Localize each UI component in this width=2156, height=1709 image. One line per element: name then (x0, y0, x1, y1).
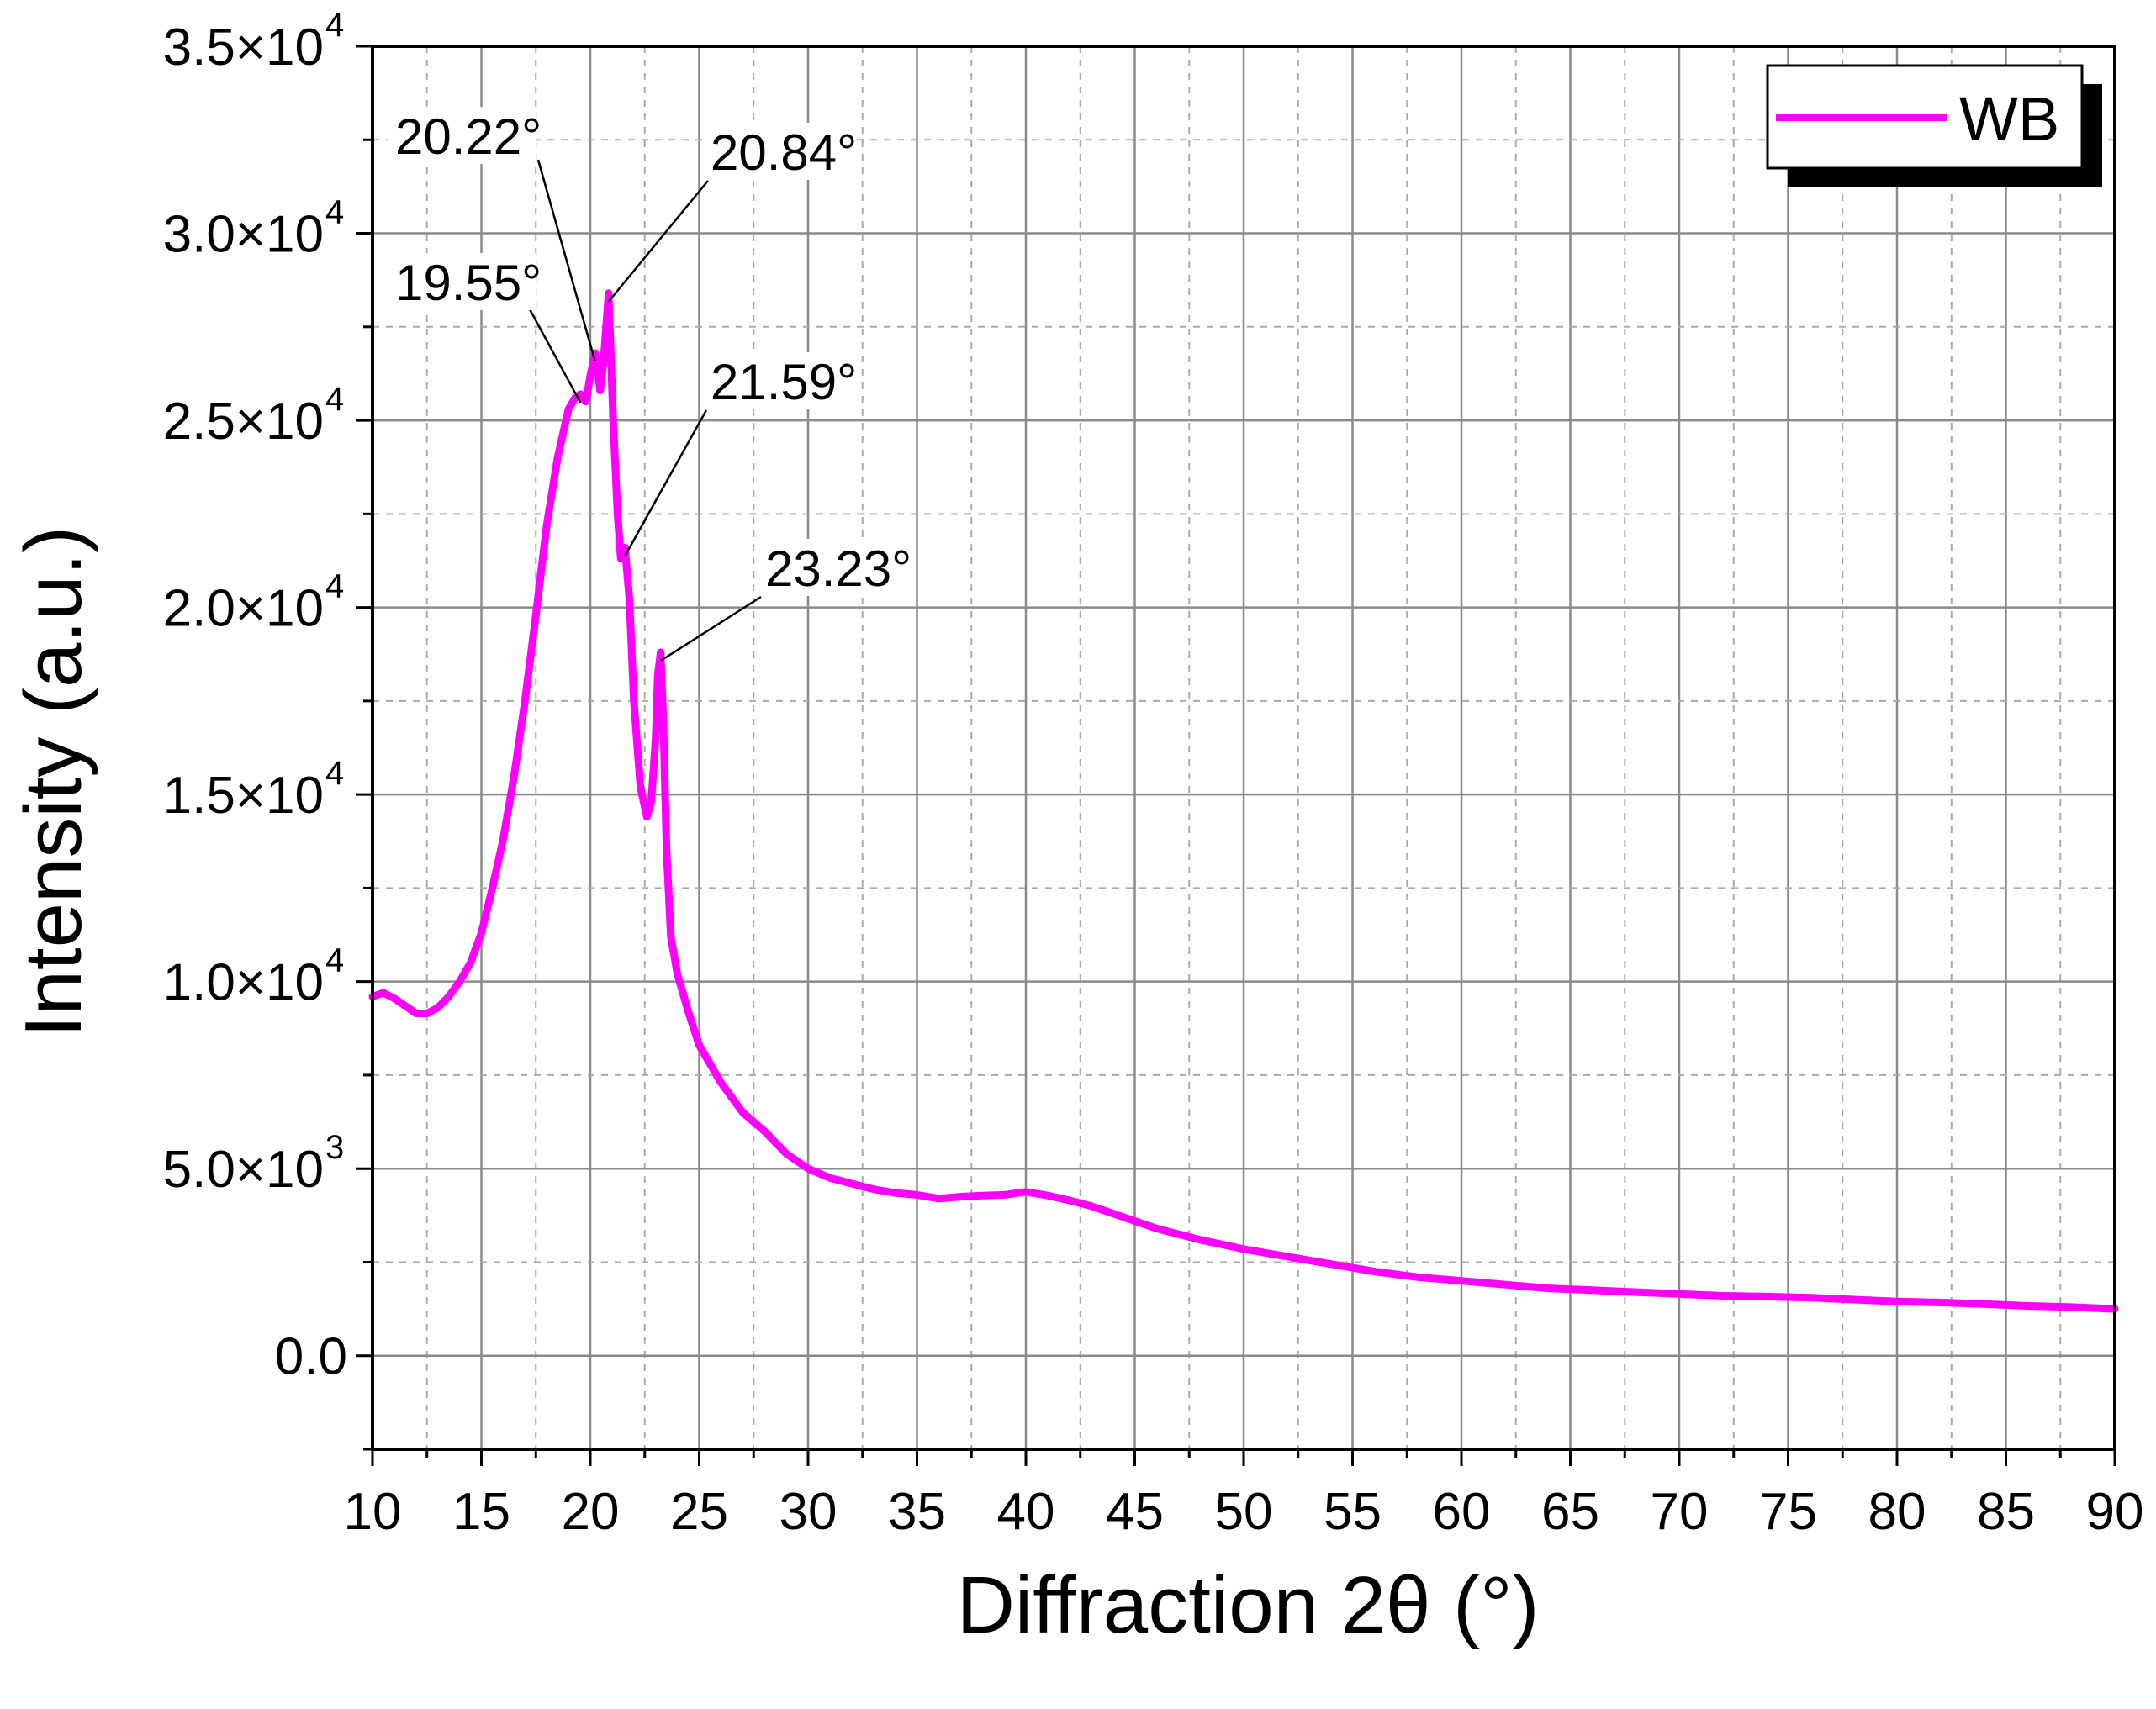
x-tick-label: 85 (1977, 1483, 2035, 1541)
y-tick-exponent: 4 (325, 942, 344, 979)
y-tick-label: 5.0×10 (163, 1141, 324, 1199)
annotation-box (704, 123, 851, 180)
x-tick-label: 70 (1651, 1483, 1709, 1541)
annotation-label: 21.59° (711, 354, 857, 410)
annotation-leader (607, 180, 709, 303)
x-tick-label: 10 (344, 1483, 402, 1541)
annotation-layer: 20.22° 20.84° 19.55° 21.59° 23.23° (388, 107, 912, 662)
x-tick-label: 15 (452, 1483, 510, 1541)
x-axis-title: Diffraction 2θ (°) (957, 1560, 1540, 1650)
series-layer (368, 289, 2119, 1313)
x-tick-label: 45 (1106, 1483, 1164, 1541)
x-tick-label: 30 (779, 1483, 838, 1541)
y-tick-label: 2.5×10 (163, 393, 324, 451)
y-tick-label: 0.0 (275, 1328, 347, 1386)
y-tick-exponent: 3 (325, 1129, 344, 1166)
annotation-box (758, 539, 906, 596)
y-tick-label: 3.5×10 (163, 18, 324, 76)
y-tick-label: 1.5×10 (163, 767, 324, 825)
y-tick-exponent: 4 (325, 755, 344, 792)
annotation-box (704, 352, 851, 409)
y-axis-ticks: 0.05.0×10 31.0×10 41.5×10 42.0×10 42.5×10 43.… (163, 7, 373, 1451)
x-tick-label: 80 (1868, 1483, 1926, 1541)
annotation-label: 20.84° (711, 124, 857, 181)
legend-label-wb: WB (1959, 84, 2059, 154)
annotation-box (388, 107, 536, 164)
x-tick-label: 90 (2086, 1483, 2144, 1541)
x-tick-label: 50 (1215, 1483, 1273, 1541)
grid (371, 45, 2116, 1450)
annotation-box (388, 253, 536, 310)
y-tick-exponent: 4 (325, 568, 344, 605)
x-axis-ticks: 10 15 20 25 30 35 40 45 50 55 60 65 70 75 80 85 90 (344, 1449, 2144, 1541)
annotation-label: 23.23° (765, 541, 912, 597)
x-tick-label: 35 (888, 1483, 946, 1541)
y-tick-exponent: 4 (325, 381, 344, 418)
legend: WB (1766, 64, 2102, 187)
series-line-wb (368, 289, 2119, 1313)
x-tick-label: 60 (1433, 1483, 1491, 1541)
y-tick-exponent: 4 (325, 7, 344, 44)
x-tick-label: 75 (1759, 1483, 1817, 1541)
x-tick-label: 20 (562, 1483, 620, 1541)
x-tick-label: 55 (1324, 1483, 1382, 1541)
annotation-label: 19.55° (395, 255, 542, 311)
y-tick-exponent: 4 (325, 194, 344, 231)
annotation-leader (659, 595, 762, 662)
annotation-leader (624, 409, 708, 556)
x-tick-label: 25 (670, 1483, 728, 1541)
annotation-leader (536, 159, 596, 362)
x-tick-label: 65 (1541, 1483, 1599, 1541)
y-tick-label: 1.0×10 (163, 954, 324, 1012)
y-tick-label: 3.0×10 (163, 206, 324, 264)
x-tick-label: 40 (997, 1483, 1055, 1541)
y-axis-title: Intensity (a.u.) (8, 526, 98, 1037)
y-tick-label: 2.0×10 (163, 580, 324, 638)
annotation-label: 20.22° (395, 108, 542, 165)
annotation-leader (528, 309, 582, 404)
